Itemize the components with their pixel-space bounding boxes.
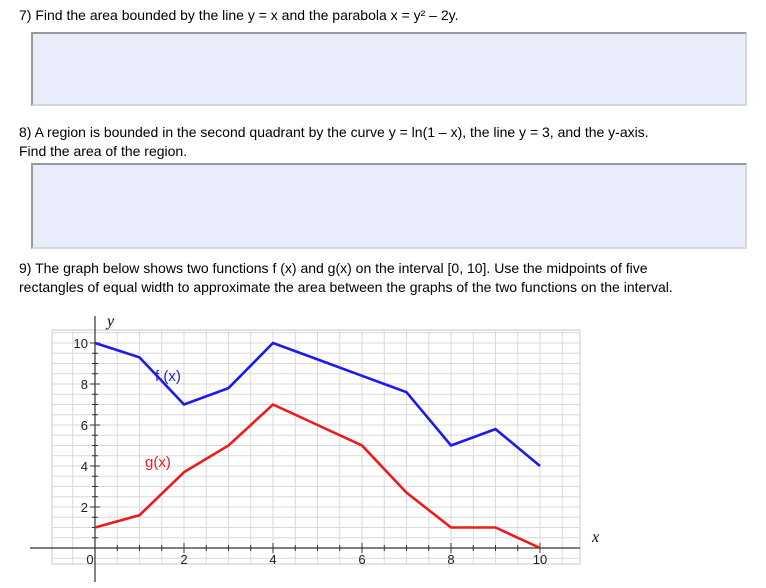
question-number: 8) — [19, 124, 32, 140]
x-tick-label: 0 — [86, 552, 93, 567]
question-text-line-2: rectangles of equal width to approximate… — [19, 279, 673, 295]
answer-box-q7[interactable] — [31, 32, 747, 106]
x-tick-label: 10 — [533, 552, 547, 567]
question-7: 7) Find the area bounded by the line y =… — [19, 6, 458, 25]
y-axis-label: y — [105, 313, 115, 330]
x-tick-label: 8 — [447, 552, 454, 567]
function-graph: 0 2 4 6 8 10 2 4 6 8 10 x y f (x) g(x) — [30, 313, 599, 582]
series-label-f: f (x) — [155, 368, 181, 385]
question-text: Find the area bounded by the line y = x … — [35, 7, 459, 23]
y-tick-label: 2 — [81, 500, 88, 515]
question-9: 9) The graph below shows two functions f… — [19, 259, 673, 297]
question-text-line-2: Find the area of the region. — [19, 143, 188, 159]
question-number: 7) — [19, 7, 32, 23]
y-tick-label: 4 — [81, 459, 88, 474]
x-axis-label: x — [591, 529, 599, 546]
series-line-g — [94, 402, 541, 550]
series-line-f — [94, 341, 541, 468]
question-number: 9) — [19, 260, 32, 276]
question-text-line-1: A region is bounded in the second quadra… — [34, 124, 649, 140]
y-tick-label: 6 — [81, 418, 88, 433]
answer-box-q8[interactable] — [31, 163, 747, 249]
question-text-line-1: The graph below shows two functions f (x… — [35, 260, 648, 276]
y-tick-label: 8 — [81, 377, 88, 392]
x-tick-label: 6 — [358, 552, 365, 567]
y-tick-label: 10 — [74, 336, 88, 351]
x-tick-label: 4 — [269, 552, 276, 567]
series-label-g: g(x) — [145, 454, 171, 471]
x-tick-label: 2 — [180, 552, 187, 567]
question-8: 8) A region is bounded in the second qua… — [19, 123, 649, 161]
